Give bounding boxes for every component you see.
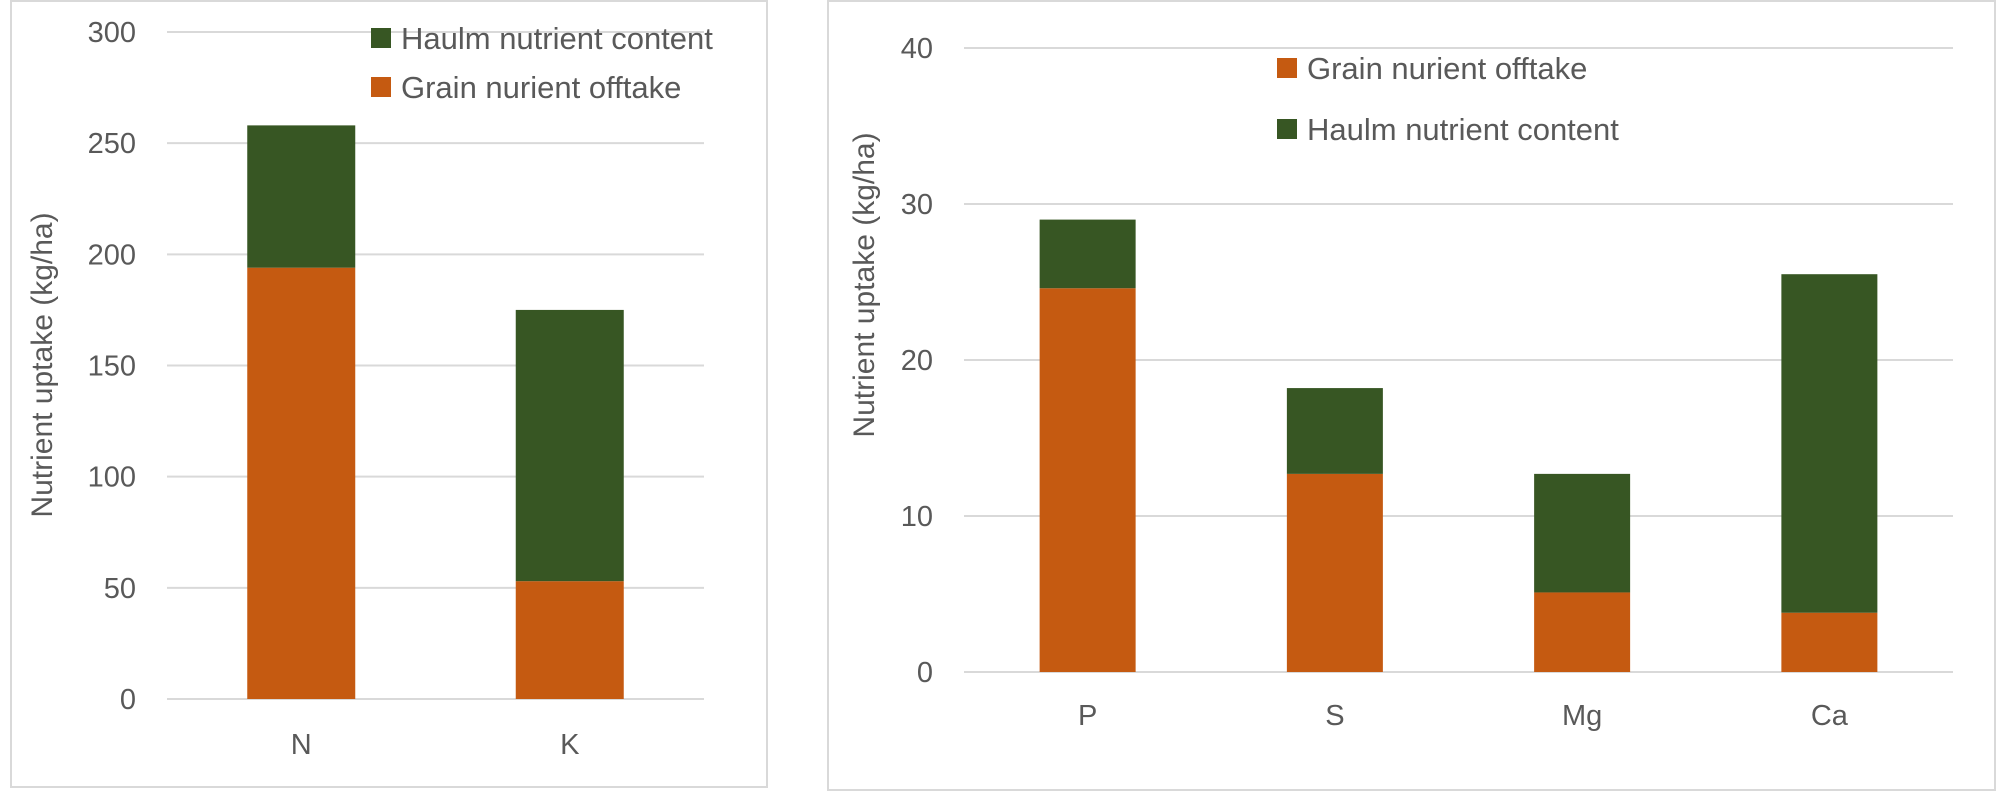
- legend-swatch-right-0: [1277, 58, 1297, 78]
- y-tick-label-right-2: 20: [901, 345, 933, 377]
- bar-right-P-haulm: [1039, 219, 1136, 289]
- y-tick-label-right-3: 30: [901, 189, 933, 221]
- category-label-right-1: S: [1325, 700, 1344, 732]
- y-tick-label-left-2: 100: [88, 462, 136, 494]
- y-axis-title-right: Nutrient uptake (kg/ha): [848, 132, 881, 437]
- chart-right: 0 10 20 30 40 Nutrient uptake (kg/ha) P S Mg Ca Gr…: [848, 33, 1953, 732]
- y-tick-label-left-0: 0: [120, 684, 136, 716]
- bar-right-S-haulm: [1286, 388, 1383, 474]
- y-tick-label-right-0: 0: [917, 657, 933, 689]
- category-label-right-2: Mg: [1562, 700, 1602, 732]
- category-label-left-1: K: [560, 729, 580, 761]
- bar-left-K-grain: [515, 581, 624, 699]
- chart-left: 0 50 100 150 200 250 300 Nutrient uptake (kg/ha…: [26, 17, 713, 761]
- chart-panel-left: 0 50 100 150 200 250 300 Nutrient uptake (kg/ha…: [10, 0, 768, 788]
- bar-left-N-grain: [247, 267, 356, 699]
- legend-swatch-left-0: [371, 28, 391, 48]
- legend-swatch-left-1: [371, 77, 391, 97]
- bar-right-Mg-grain: [1534, 592, 1631, 672]
- category-label-right-3: Ca: [1811, 700, 1849, 732]
- legend-swatch-right-1: [1277, 119, 1297, 139]
- legend-label-right-0: Grain nurient offtake: [1307, 51, 1587, 86]
- y-tick-label-left-5: 250: [88, 128, 136, 160]
- bar-left-K-haulm: [515, 309, 624, 582]
- category-label-left-0: N: [291, 729, 312, 761]
- chart-panel-right: 0 10 20 30 40 Nutrient uptake (kg/ha) P S Mg Ca Gr…: [827, 0, 1996, 791]
- bar-right-Ca-grain: [1781, 612, 1878, 672]
- bar-left-N-haulm: [247, 125, 356, 268]
- legend-label-left-0: Haulm nutrient content: [401, 21, 713, 56]
- bar-right-P-grain: [1039, 288, 1136, 672]
- y-tick-label-left-3: 150: [88, 351, 136, 383]
- y-axis-title-left: Nutrient uptake (kg/ha): [26, 212, 59, 517]
- bar-right-Mg-haulm: [1534, 473, 1631, 593]
- y-tick-label-right-4: 40: [901, 33, 933, 65]
- bar-right-S-grain: [1286, 473, 1383, 672]
- y-tick-label-left-6: 300: [88, 17, 136, 49]
- legend-label-right-1: Haulm nutrient content: [1307, 112, 1619, 147]
- bar-right-Ca-haulm: [1781, 274, 1878, 613]
- y-tick-label-left-1: 50: [104, 573, 136, 605]
- legend-label-left-1: Grain nurient offtake: [401, 70, 681, 105]
- y-tick-label-right-1: 10: [901, 501, 933, 533]
- y-tick-label-left-4: 200: [88, 239, 136, 271]
- category-label-right-0: P: [1078, 700, 1097, 732]
